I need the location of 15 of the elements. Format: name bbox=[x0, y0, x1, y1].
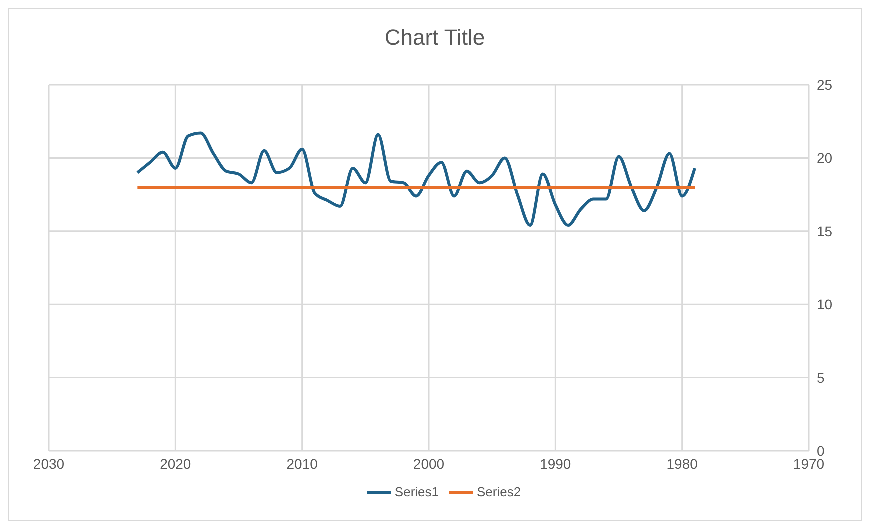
x-tick-label: 2000 bbox=[413, 456, 445, 472]
x-tick-label: 2010 bbox=[286, 456, 318, 472]
y-tick-label: 5 bbox=[817, 370, 825, 386]
legend-label: Series2 bbox=[477, 484, 522, 500]
x-tick-label: 2020 bbox=[160, 456, 192, 472]
y-tick-label: 25 bbox=[817, 76, 833, 93]
legend-label: Series1 bbox=[394, 484, 439, 500]
chart-title: Chart Title bbox=[384, 25, 486, 52]
y-tick-label: 15 bbox=[817, 223, 833, 240]
x-tick-label: 1980 bbox=[666, 456, 698, 472]
x-tick-label: 1990 bbox=[540, 456, 572, 472]
y-tick-label: 20 bbox=[817, 150, 833, 166]
x-tick-label: 2030 bbox=[33, 456, 65, 472]
line-series bbox=[136, 132, 696, 228]
y-tick-label: 10 bbox=[817, 296, 833, 313]
